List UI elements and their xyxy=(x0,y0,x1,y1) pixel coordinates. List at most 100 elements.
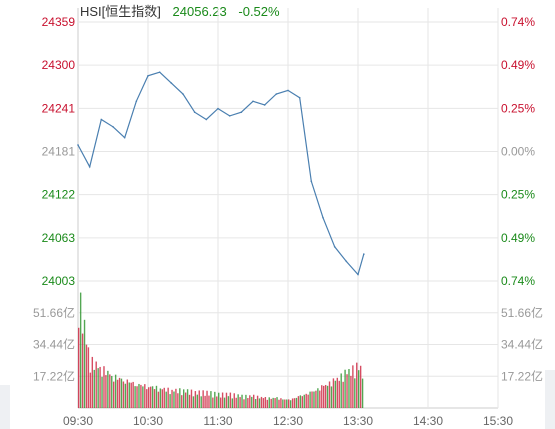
price-point xyxy=(322,216,324,219)
volume-bar xyxy=(237,394,239,408)
volume-bar xyxy=(264,396,267,408)
volume-bar xyxy=(324,384,327,408)
volume-bar xyxy=(83,319,86,408)
price-tick-left: 24003 xyxy=(42,274,76,288)
volume-bar xyxy=(95,361,97,408)
price-point xyxy=(193,111,196,114)
price-point xyxy=(275,93,278,95)
volume-bar xyxy=(161,389,164,408)
volume-bar xyxy=(126,379,129,408)
price-point xyxy=(100,118,103,121)
price-point xyxy=(135,100,138,103)
volume-bar xyxy=(278,399,280,408)
volume-bar xyxy=(177,393,179,408)
volume-bar xyxy=(89,372,92,408)
percent-tick-right: 0.25% xyxy=(501,188,535,202)
time-tick: 13:30 xyxy=(343,414,373,428)
volume-bar xyxy=(194,391,197,408)
volume-bar xyxy=(109,374,111,408)
right-scroll-track[interactable] xyxy=(545,370,555,429)
volume-bar xyxy=(114,374,117,408)
volume-bar xyxy=(216,396,218,408)
volume-bar xyxy=(153,389,156,408)
volume-bar xyxy=(122,381,125,408)
volume-bar xyxy=(284,399,286,408)
left-scroll-track[interactable] xyxy=(0,385,10,429)
chart-header: HSI[恒生指数] 24056.23 -0.52% xyxy=(80,1,288,20)
volume-bar xyxy=(319,390,321,408)
volume-bar xyxy=(256,395,259,408)
price-point xyxy=(252,100,254,103)
volume-bar xyxy=(342,381,344,408)
volume-bar xyxy=(359,365,362,408)
price-point xyxy=(357,273,359,276)
volume-bar xyxy=(210,391,212,408)
volume-tick-right: 51.66亿 xyxy=(501,305,543,320)
price-tick-left: 24122 xyxy=(42,188,76,202)
volume-bar xyxy=(171,389,173,408)
volume-bar xyxy=(190,389,193,408)
volume-bar xyxy=(231,398,234,408)
volume-tick-right: 17.22亿 xyxy=(501,368,543,383)
percent-tick-right: 0.74% xyxy=(501,274,535,288)
volume-bar xyxy=(241,394,243,408)
volume-bar xyxy=(142,386,144,408)
volume-bar xyxy=(356,362,358,408)
volume-bar xyxy=(245,394,247,408)
volume-bar xyxy=(163,387,165,408)
volume-bar xyxy=(214,391,216,408)
volume-tick-right: 34.44亿 xyxy=(501,337,543,352)
volume-bar xyxy=(328,381,331,408)
volume-bar xyxy=(99,366,101,408)
price-point xyxy=(170,82,173,84)
volume-bar xyxy=(348,369,350,408)
price-point xyxy=(112,125,114,128)
volume-bar xyxy=(124,383,127,408)
volume-bar xyxy=(239,397,241,408)
volume-bar xyxy=(140,384,142,408)
volume-bar xyxy=(132,381,134,408)
volume-bar xyxy=(204,395,206,408)
volume-bar xyxy=(270,398,272,408)
price-point xyxy=(228,115,231,117)
volume-bar xyxy=(229,392,232,408)
volume-bar xyxy=(282,399,284,408)
volume-bar xyxy=(262,398,265,408)
time-tick: 12:30 xyxy=(273,414,303,428)
volume-bar xyxy=(167,387,169,408)
volume-bar xyxy=(293,398,296,408)
volume-bar xyxy=(301,396,304,408)
price-point xyxy=(310,180,313,183)
volume-bar xyxy=(136,386,138,408)
volume-bar xyxy=(233,393,235,408)
volume-bar xyxy=(173,391,175,408)
volume-bar xyxy=(181,395,183,408)
volume-bar xyxy=(159,388,162,408)
volume-bar xyxy=(350,375,352,408)
price-point xyxy=(363,253,365,255)
volume-bar xyxy=(303,394,305,408)
price-tick-left: 24359 xyxy=(42,15,76,29)
volume-bar xyxy=(358,370,360,408)
price-line xyxy=(77,71,365,276)
price-point xyxy=(333,246,336,248)
volume-bar xyxy=(330,386,333,408)
volume-bar xyxy=(130,382,132,408)
volume-bar xyxy=(128,382,130,408)
volume-bar xyxy=(344,369,346,408)
volume-bar xyxy=(198,390,200,408)
volume-tick-left: 17.22亿 xyxy=(33,368,75,383)
volume-bar xyxy=(313,391,315,408)
change-percent: -0.52% xyxy=(238,4,280,19)
index-value: 24056.23 xyxy=(172,4,227,19)
volume-bar xyxy=(299,395,302,408)
volume-bar xyxy=(206,390,208,408)
percent-tick-right: 0.49% xyxy=(501,231,535,245)
volume-bar xyxy=(254,399,257,408)
volume-bar xyxy=(346,374,348,408)
volume-bar xyxy=(309,391,311,408)
volume-bar xyxy=(85,344,88,408)
volume-bar xyxy=(218,392,220,408)
volume-tick-left: 34.44亿 xyxy=(33,337,75,352)
